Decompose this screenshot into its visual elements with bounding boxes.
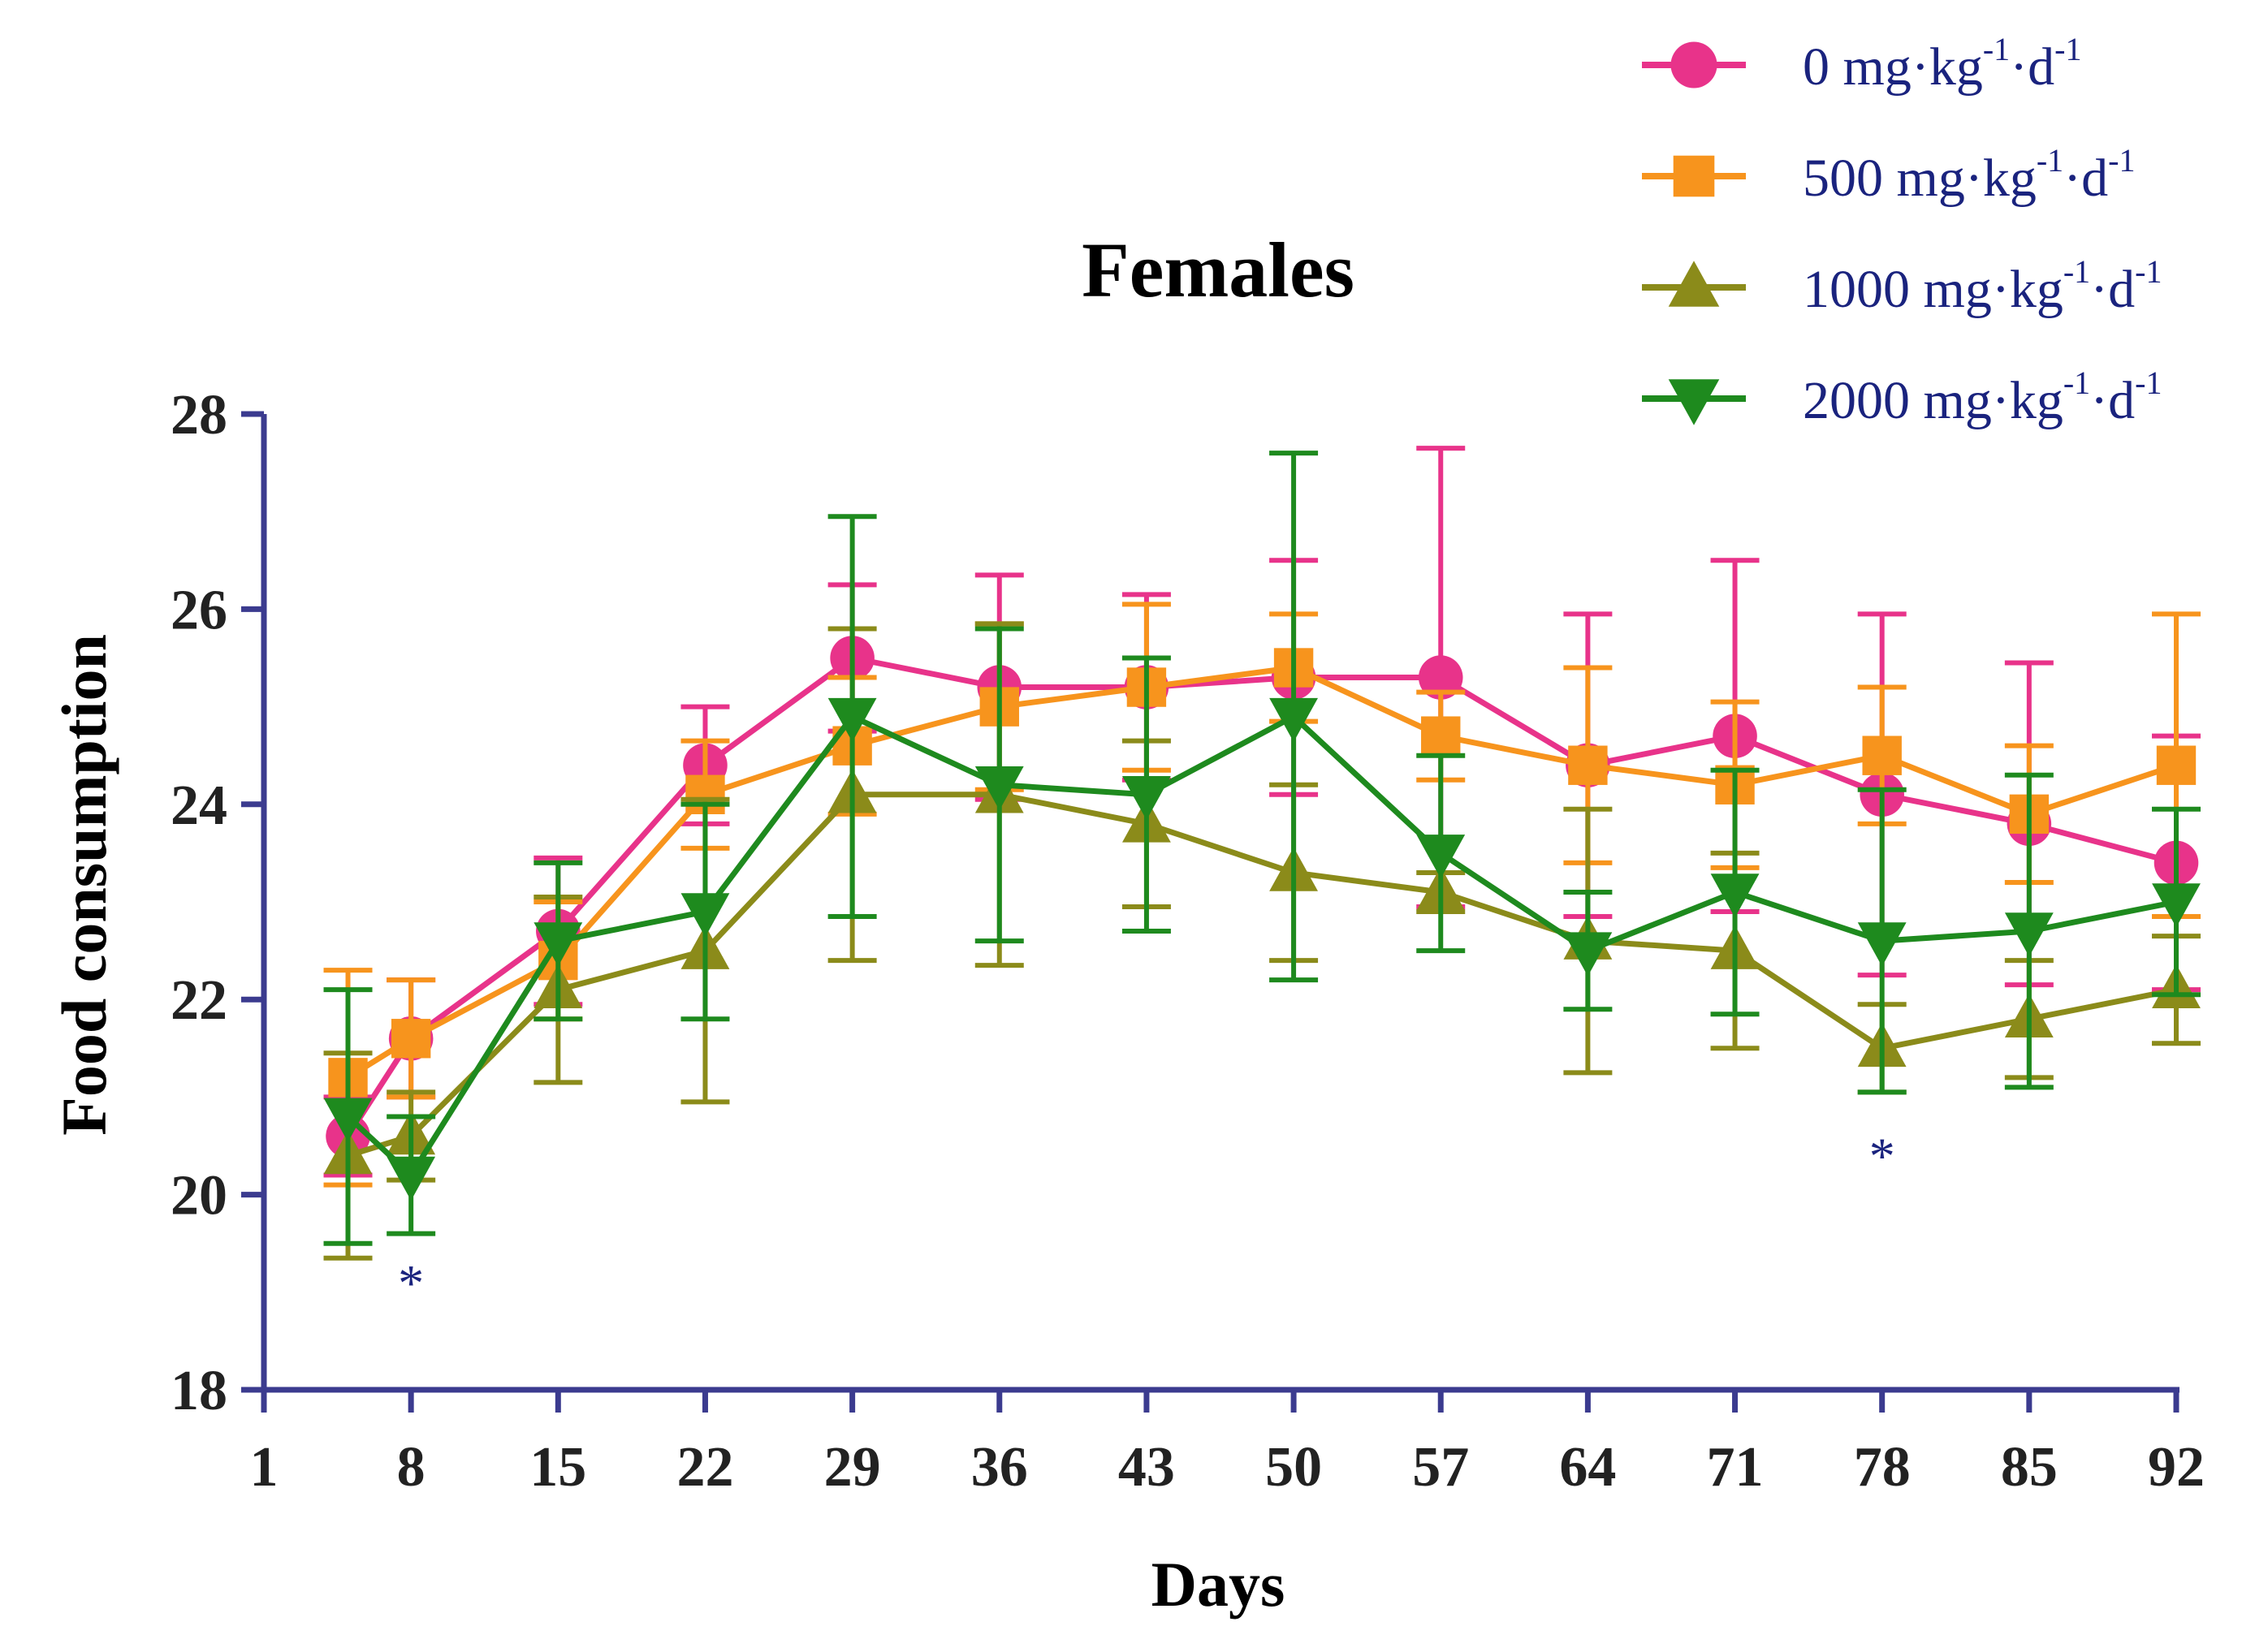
data-point xyxy=(1421,716,1461,756)
data-point xyxy=(974,766,1024,811)
legend-superscript: -1 xyxy=(2063,364,2090,401)
legend-superscript: -1 xyxy=(2063,253,2090,290)
legend-text-part: 500 mg·kg xyxy=(1803,149,2037,208)
series-line xyxy=(346,714,2177,1179)
y-axis-label: Food consumption xyxy=(49,634,119,1136)
data-point xyxy=(2152,883,2201,928)
series-line xyxy=(346,665,2178,1080)
annotations: ** xyxy=(398,1128,1895,1312)
series-circle xyxy=(323,446,2201,1178)
x-tick-label: 36 xyxy=(971,1436,1028,1499)
legend-text-part: 1000 mg·kg xyxy=(1803,260,2063,319)
x-tick-label: 78 xyxy=(1854,1436,1911,1499)
data-point xyxy=(2156,745,2197,785)
data-point xyxy=(1857,922,1907,967)
y-tick-label: 22 xyxy=(171,969,227,1032)
x-axis-ticks: 1 8 15 22 29 36 43 50 57 64 71 78 85 92 xyxy=(250,1390,2205,1499)
data-point xyxy=(680,893,730,938)
data-point xyxy=(1416,835,1466,879)
x-tick-label: 64 xyxy=(1559,1436,1616,1499)
significance-asterisk: * xyxy=(1869,1128,1895,1185)
x-axis-label: Days xyxy=(1151,1549,1285,1620)
data-point xyxy=(1563,932,1613,977)
x-tick-label: 22 xyxy=(676,1436,733,1499)
x-tick-label: 92 xyxy=(2148,1436,2205,1499)
legend-superscript: -1 xyxy=(1983,31,2010,67)
legend-label: 0 mg·kg-1​·d-1​ xyxy=(1803,31,2081,97)
legend-superscript: -1 xyxy=(2037,142,2063,179)
legend-label: 1000 mg·kg-1​·d-1​ xyxy=(1803,253,2162,319)
legend: 0 mg·kg-1​·d-1​ 500 mg·kg-1​·d-1​ 1000 mg·… xyxy=(1642,31,2162,430)
y-axis-ticks: 18 20 22 24 26 28 xyxy=(171,384,264,1422)
legend-label: 500 mg·kg-1​·d-1​ xyxy=(1803,142,2135,208)
legend-text-part: ·d xyxy=(2090,260,2135,319)
data-point xyxy=(1862,735,1902,775)
data-point xyxy=(1568,745,1608,785)
significance-asterisk: * xyxy=(398,1254,424,1312)
legend-superscript: -1 xyxy=(2135,253,2162,290)
data-point xyxy=(827,697,877,742)
x-tick-label: 15 xyxy=(529,1436,586,1499)
legend-text-part: ·d xyxy=(2090,371,2135,430)
data-point xyxy=(1710,873,1760,918)
legend-marker xyxy=(1668,379,1720,425)
series-layer xyxy=(323,446,2201,1261)
x-tick-label: 71 xyxy=(1707,1436,1764,1499)
y-tick-label: 18 xyxy=(171,1360,227,1422)
legend-label: 2000 mg·kg-1​·d-1​ xyxy=(1803,364,2162,430)
y-tick-label: 28 xyxy=(171,384,227,446)
y-tick-label: 20 xyxy=(171,1165,227,1227)
data-point xyxy=(323,1098,373,1142)
data-point xyxy=(1122,776,1171,821)
legend-item: 500 mg·kg-1​·d-1​ xyxy=(1642,142,2135,208)
chart-title: Females xyxy=(1082,226,1354,313)
legend-marker xyxy=(1673,155,1715,197)
series-triangle-down xyxy=(323,451,2201,1246)
data-point xyxy=(391,1019,431,1059)
x-tick-label: 8 xyxy=(397,1436,426,1499)
legend-item: 2000 mg·kg-1​·d-1​ xyxy=(1642,364,2162,430)
legend-superscript: -1 xyxy=(2135,364,2162,401)
legend-marker xyxy=(1668,261,1720,307)
y-tick-label: 26 xyxy=(171,579,227,641)
legend-superscript: -1 xyxy=(2054,31,2081,67)
x-tick-label: 85 xyxy=(2001,1436,2058,1499)
legend-text-part: 0 mg·kg xyxy=(1803,37,1983,97)
legend-item: 1000 mg·kg-1​·d-1​ xyxy=(1642,253,2162,319)
axes xyxy=(261,414,2179,1393)
legend-item: 0 mg·kg-1​·d-1​ xyxy=(1642,31,2081,97)
series-square xyxy=(323,602,2201,1188)
data-point xyxy=(387,1156,436,1201)
x-tick-label: 1 xyxy=(250,1436,279,1499)
data-point xyxy=(1269,697,1318,742)
series-line xyxy=(345,655,2177,1138)
x-tick-label: 43 xyxy=(1118,1436,1175,1499)
x-tick-label: 29 xyxy=(824,1436,881,1499)
legend-text-part: ·d xyxy=(2010,37,2054,97)
legend-text-part: ·d xyxy=(2063,149,2108,208)
legend-marker xyxy=(1670,41,1717,88)
data-point xyxy=(2004,912,2054,957)
x-tick-label: 50 xyxy=(1265,1436,1322,1499)
y-tick-label: 24 xyxy=(171,774,227,837)
data-point xyxy=(1418,655,1463,700)
series-line xyxy=(347,791,2177,1158)
data-point xyxy=(534,922,583,967)
legend-text-part: 2000 mg·kg xyxy=(1803,371,2063,430)
legend-superscript: -1 xyxy=(2108,142,2135,179)
x-tick-label: 57 xyxy=(1412,1436,1469,1499)
